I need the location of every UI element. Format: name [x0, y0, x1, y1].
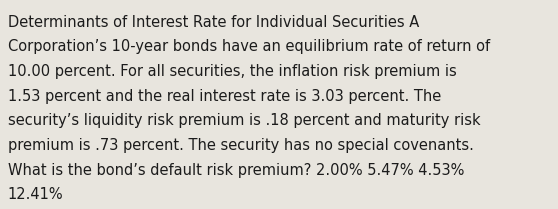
Text: What is the bond’s default risk premium? 2.00% 5.47% 4.53%: What is the bond’s default risk premium?…: [8, 163, 464, 178]
Text: Corporation’s 10-year bonds have an equilibrium rate of return of: Corporation’s 10-year bonds have an equi…: [8, 39, 490, 54]
Text: 1.53 percent and the real interest rate is 3.03 percent. The: 1.53 percent and the real interest rate …: [8, 89, 441, 104]
Text: security’s liquidity risk premium is .18 percent and maturity risk: security’s liquidity risk premium is .18…: [8, 113, 480, 128]
Text: 12.41%: 12.41%: [8, 187, 64, 202]
Text: premium is .73 percent. The security has no special covenants.: premium is .73 percent. The security has…: [8, 138, 474, 153]
Text: Determinants of Interest Rate for Individual Securities A: Determinants of Interest Rate for Indivi…: [8, 15, 419, 30]
Text: 10.00 percent. For all securities, the inflation risk premium is: 10.00 percent. For all securities, the i…: [8, 64, 456, 79]
